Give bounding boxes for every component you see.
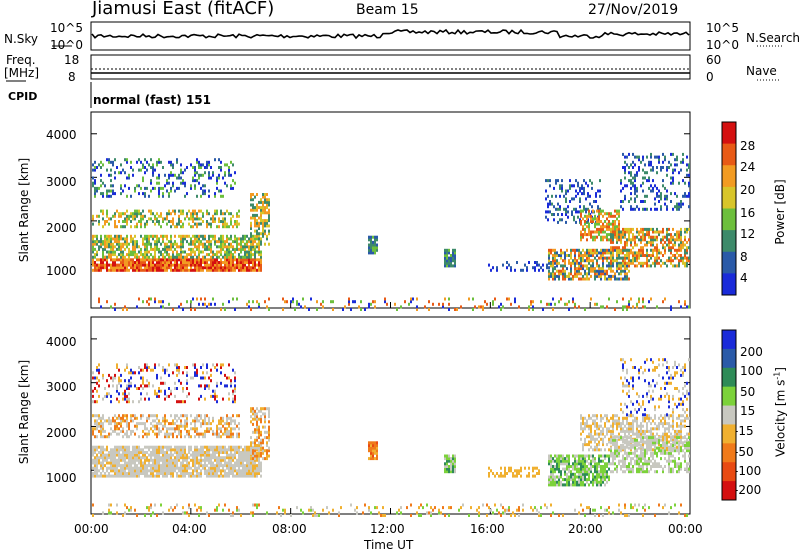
velocity-cbar-tick: 100: [740, 364, 763, 378]
nave-label: Nave: [746, 64, 777, 78]
xtick-label: 20:00: [568, 522, 603, 536]
power-cbar-tick: 24: [740, 160, 756, 174]
power-cbar-tick: 28: [740, 139, 756, 153]
power-colorbar-segment: [722, 251, 736, 274]
power-cbar-tick: 8: [740, 250, 748, 264]
velocity-blob: [548, 454, 610, 487]
power-blob-noise: [98, 297, 690, 311]
velocity-colorbar-segment: [722, 405, 736, 425]
power-cbar-tick: 20: [740, 183, 756, 197]
nsearch-label: N.Search: [746, 31, 800, 45]
nsky-panel-frame: [90, 21, 691, 51]
velocity-cbar-tick: -50: [734, 445, 754, 459]
power-colorbar-segment: [722, 122, 736, 145]
velocity-colorbar-segment: [722, 330, 736, 350]
xtick-label: 08:00: [272, 522, 307, 536]
power-blob: [250, 193, 270, 246]
cpid-text: normal (fast) 151: [93, 93, 211, 107]
velocity-ytick: 3000: [46, 380, 77, 394]
power-blob: [444, 248, 456, 268]
power-ytick: 4000: [46, 128, 77, 142]
power-blob: [610, 227, 690, 268]
power-blob: [92, 158, 236, 198]
velocity-colorbar-segment: [722, 462, 736, 482]
velocity-blob: [92, 363, 236, 404]
velocity-colorbar-segment: [722, 481, 736, 501]
velocity-colorbar-segment: [722, 443, 736, 463]
xaxis-label: Time UT: [364, 538, 414, 552]
velocity-cbar-tick: -100: [734, 464, 762, 478]
xtick-label: 04:00: [172, 522, 207, 536]
velocity-cbar-tick: 15: [740, 404, 756, 418]
velocity-blob-noise: [92, 503, 688, 517]
power-colorbar-frame: [721, 121, 737, 296]
power-colorbar-segment: [722, 165, 736, 188]
freq-panel-frame: [90, 54, 691, 80]
velocity-blob: [620, 358, 690, 417]
velocity-cbar-tick: -15: [734, 424, 754, 438]
cpid-label: CPID: [8, 90, 38, 103]
nsky-label: N.Sky: [4, 32, 39, 46]
nsearch-tick-low: 10^0: [706, 38, 739, 52]
nave-tick-high: 60: [706, 53, 722, 67]
velocity-blob: [610, 436, 690, 474]
power-ytick: 2000: [46, 221, 77, 235]
power-blob: [580, 209, 620, 242]
power-blob: [92, 209, 240, 229]
power-colorbar-segment: [722, 208, 736, 231]
power-colorbar-segment: [722, 273, 736, 296]
station-title: Jiamusi East (fitACF): [92, 0, 275, 19]
freq-tick-low: 8: [68, 70, 76, 84]
power-blob-strong: [92, 258, 262, 272]
power-cbar-tick: 16: [740, 206, 756, 220]
nsky-tick-high: 10^5: [50, 21, 83, 35]
power-ytick: 1000: [46, 264, 77, 278]
nave-tick-low: 0: [706, 70, 714, 84]
freq-tick-high: 18: [64, 53, 80, 67]
velocity-colorbar-frame: [721, 329, 737, 501]
velocity-colorbar-segment: [722, 386, 736, 407]
velocity-blob: [368, 441, 378, 461]
velocity-colorbar-segment: [722, 424, 736, 444]
nsky-tick-low: 10^0: [50, 38, 83, 52]
beam-label: Beam 15: [356, 2, 419, 18]
velocity-ytick: 4000: [46, 335, 77, 349]
power-cbar-tick: 4: [740, 271, 748, 285]
nsky-trace: [91, 28, 690, 40]
power-colorbar-segment: [722, 186, 736, 209]
nsearch-tick-high: 10^5: [706, 21, 739, 35]
xtick-label: 00:00: [74, 522, 109, 536]
velocity-ytick: 2000: [46, 426, 77, 440]
freq-unit-label: [MHz]: [4, 66, 40, 80]
velocity-ytick: 1000: [46, 471, 77, 485]
velocity-blob: [250, 407, 270, 461]
velocity-cbar-tick: 50: [740, 385, 756, 399]
power-colorbar-segment: [722, 143, 736, 166]
power-blob: [368, 235, 378, 255]
power-ytick: 3000: [46, 175, 77, 189]
power-blob: [92, 234, 262, 259]
velocity-colorbar-segment: [722, 367, 736, 388]
xtick-label: 16:00: [470, 522, 505, 536]
power-blob: [620, 152, 690, 211]
velocity-blob: [444, 454, 456, 474]
velocity-blob: [92, 414, 240, 439]
power-cbar-tick: 12: [740, 227, 756, 241]
velocity-cbar-tick: 200: [740, 345, 763, 359]
velocity-blob: [488, 466, 540, 478]
power-blob: [488, 261, 556, 272]
xtick-label: 00:00: [668, 522, 703, 536]
velocity-colorbar-segment: [722, 348, 736, 369]
xtick-label: 12:00: [370, 522, 405, 536]
power-blob: [545, 179, 601, 224]
freq-label: Freq.: [6, 53, 36, 67]
velocity-blob: [92, 445, 262, 478]
date-label: 27/Nov/2019: [588, 2, 679, 18]
velocity-cbar-tick: -200: [734, 483, 762, 497]
power-colorbar-segment: [722, 230, 736, 253]
